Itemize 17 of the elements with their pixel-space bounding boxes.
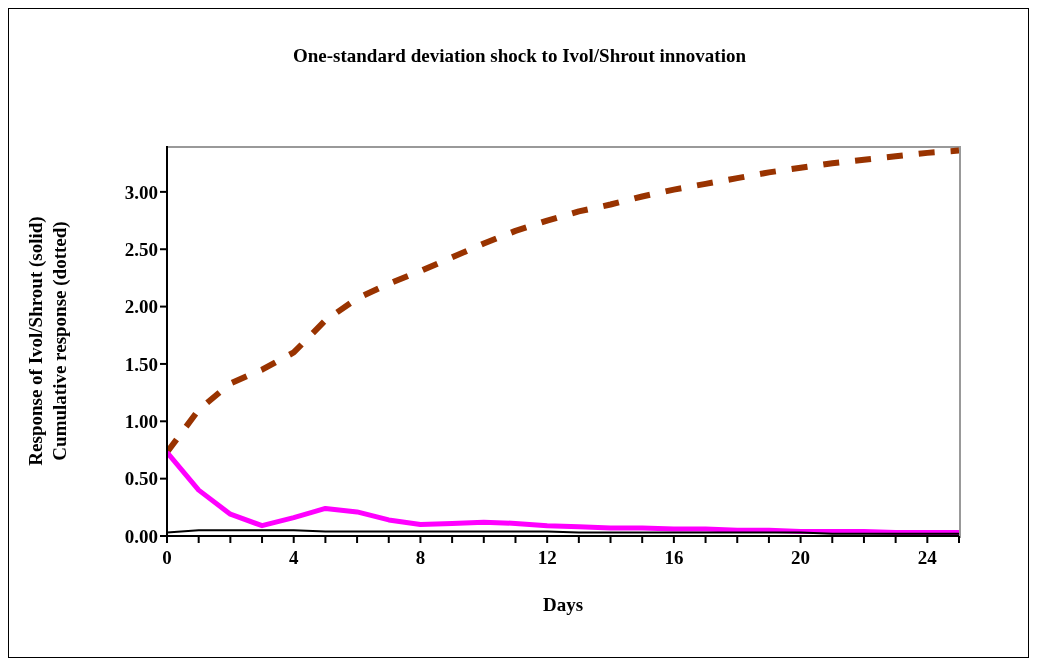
x-axis-title: Days: [542, 594, 584, 616]
x-tick-label: 8: [415, 547, 426, 569]
y-axis-title: Response of Ivol/Shrout (solid) Cumulative response (dotted): [25, 216, 71, 466]
y-tick-label: 0.00: [124, 525, 158, 547]
y-tick-label: 3.00: [124, 181, 158, 203]
y-tick-label: 2.50: [124, 238, 158, 260]
x-tick-label: 16: [664, 547, 684, 569]
y-tick-label: 2.00: [124, 296, 158, 318]
x-tick-label: 12: [537, 547, 557, 569]
x-tick-label: 4: [288, 547, 299, 569]
x-tick-label: 24: [917, 547, 938, 569]
y-tick-label: 1.00: [124, 411, 158, 433]
y-tick-label: 1.50: [124, 353, 158, 375]
chart-title: One-standard deviation shock to Ivol/Shrout innovation: [291, 45, 748, 67]
x-tick-label: 20: [791, 547, 811, 569]
y-tick-label: 0.50: [124, 468, 158, 490]
x-tick-label: 0: [162, 547, 172, 569]
